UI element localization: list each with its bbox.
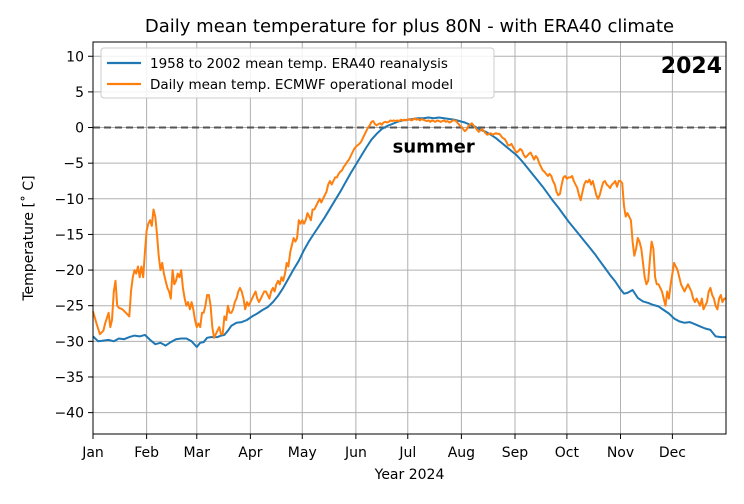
x-tick-label: Mar xyxy=(184,445,211,461)
chart-title: Daily mean temperature for plus 80N - wi… xyxy=(145,16,674,37)
legend-label-ecmwf: Daily mean temp. ECMWF operational model xyxy=(150,77,453,93)
y-tick-label: −30 xyxy=(54,334,84,350)
y-tick-label: 0 xyxy=(75,121,84,137)
y-axis-label: Temperature [˚ C] xyxy=(20,175,37,301)
plot-frame xyxy=(92,41,727,435)
y-tick-label: −35 xyxy=(54,370,84,386)
grid xyxy=(93,42,726,434)
summer-annotation: summer xyxy=(393,136,475,157)
series-group xyxy=(92,116,726,348)
y-tick-label: −5 xyxy=(63,156,84,172)
x-tick-label: Jun xyxy=(344,445,367,461)
x-tick-label: Oct xyxy=(555,445,580,461)
x-tick-label: Sep xyxy=(502,445,529,461)
x-tick-label: Jan xyxy=(81,445,104,461)
y-axis-ticks: 10 5 0 −5 −10 −15 −20 −25 −30 −35 −40 xyxy=(54,49,93,422)
series-line-ecmwf xyxy=(92,117,726,339)
y-tick-label: −15 xyxy=(54,227,84,243)
x-axis-label: Year 2024 xyxy=(374,467,445,483)
y-tick-label: 10 xyxy=(66,49,84,65)
y-tick-label: −10 xyxy=(54,192,84,208)
y-tick-label: 5 xyxy=(75,85,84,101)
legend: 1958 to 2002 mean temp. ERA40 reanalysis… xyxy=(100,47,495,99)
x-tick-label: Jul xyxy=(398,445,416,461)
legend-label-era40: 1958 to 2002 mean temp. ERA40 reanalysis xyxy=(150,56,448,72)
y-tick-label: −25 xyxy=(54,299,84,315)
x-tick-label: Nov xyxy=(607,445,634,461)
x-tick-label: Feb xyxy=(134,445,159,461)
x-tick-label: Aug xyxy=(448,445,475,461)
x-tick-label: May xyxy=(288,445,317,461)
legend-box xyxy=(100,47,495,99)
y-tick-label: −40 xyxy=(54,406,84,422)
x-tick-label: Dec xyxy=(659,445,686,461)
x-tick-label: Apr xyxy=(238,445,262,461)
x-axis-ticks: Jan Feb Mar Apr May Jun Jul Aug Sep Oct Nov Dec xyxy=(81,434,686,461)
y-tick-label: −20 xyxy=(54,263,84,279)
year-annotation: 2024 xyxy=(661,54,722,79)
